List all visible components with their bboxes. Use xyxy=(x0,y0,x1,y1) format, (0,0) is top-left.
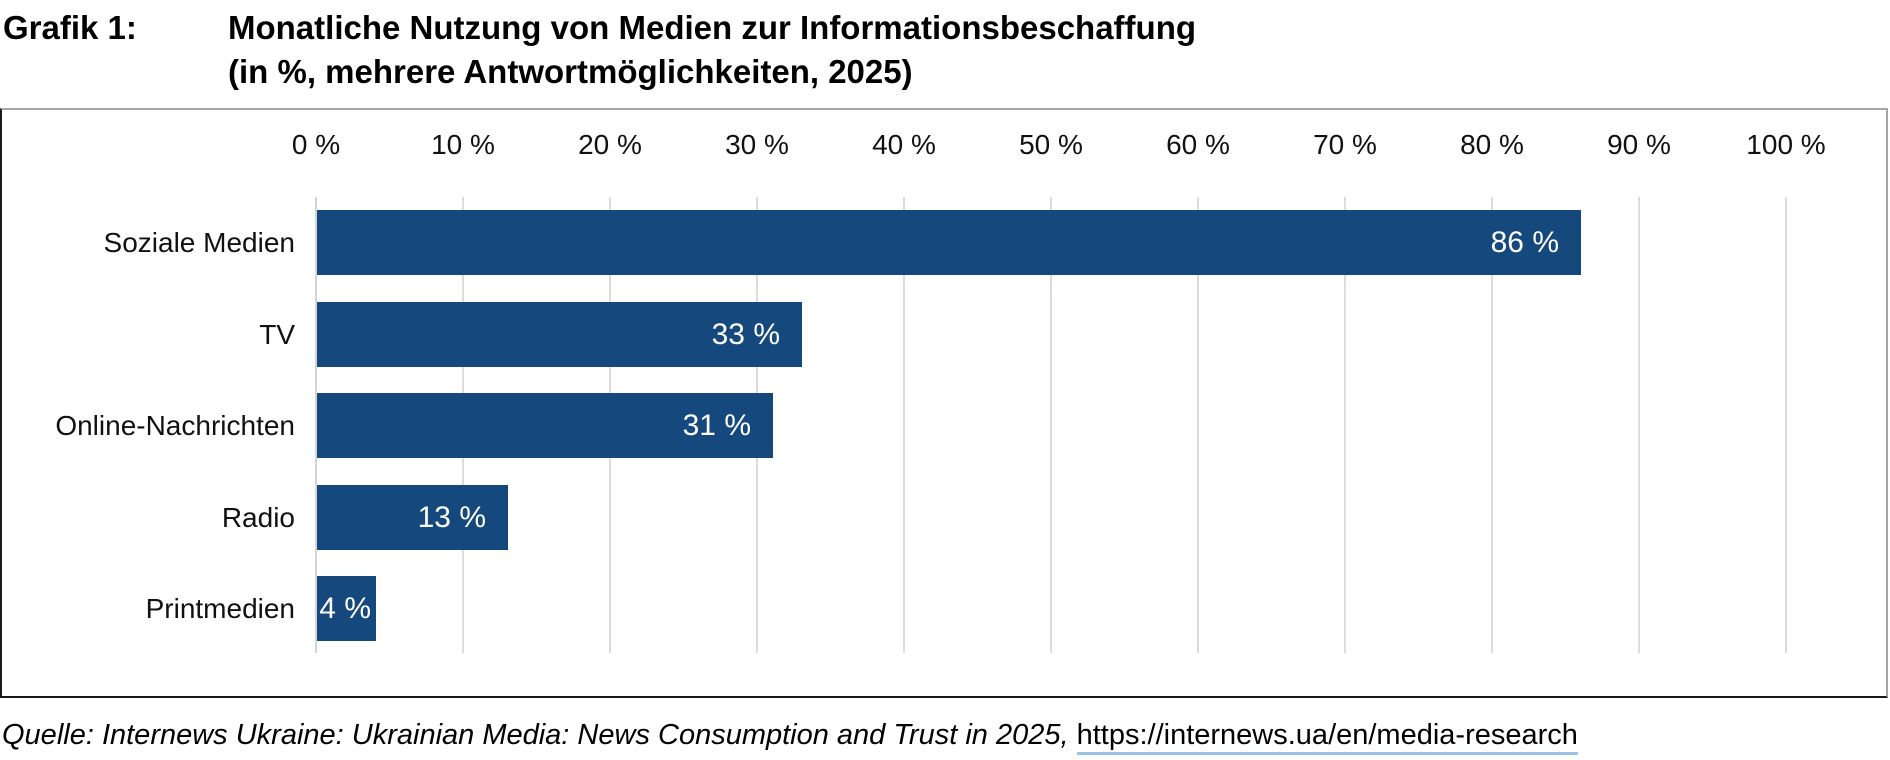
category-label: Radio xyxy=(221,501,295,533)
bar xyxy=(317,576,376,641)
chart-title-line2: (in %, mehrere Antwortmöglichkeiten, 202… xyxy=(228,53,913,90)
gridline xyxy=(1050,197,1052,653)
bar-value-label: 86 % xyxy=(1490,226,1559,259)
gridline xyxy=(903,197,905,653)
x-tick-label: 70 % xyxy=(1313,129,1377,160)
bar xyxy=(317,210,1581,275)
chart-title: Monatliche Nutzung von Medien zur Inform… xyxy=(228,6,1196,94)
axis-line xyxy=(315,197,317,653)
x-tick-label: 50 % xyxy=(1019,129,1083,160)
x-tick-label: 100 % xyxy=(1746,129,1826,160)
bar-value-label: 31 % xyxy=(682,409,751,442)
x-tick-label: 60 % xyxy=(1166,129,1230,160)
gridline xyxy=(1344,197,1346,653)
source-link[interactable]: https://internews.ua/en/media-research xyxy=(1076,719,1578,755)
gridline xyxy=(1638,197,1640,653)
bar xyxy=(317,484,508,550)
x-tick-label: 10 % xyxy=(431,129,495,160)
category-label: Online-Nachrichten xyxy=(55,410,295,441)
source-text: Quelle: Internews Ukraine: Ukrainian Med… xyxy=(2,719,1069,751)
chart-label-prefix: Grafik 1: xyxy=(3,9,137,46)
bar-value-label: 4 % xyxy=(319,592,371,625)
category-label: Soziale Medien xyxy=(103,227,295,258)
bar-value-label: 13 % xyxy=(417,500,486,534)
x-tick-label: 90 % xyxy=(1607,129,1671,160)
chart-frame: 0 % 10 % 20 % 30 % 40 % 50 % 60 % 70 % 80 % 90 % 1… xyxy=(0,108,1888,698)
category-label: TV xyxy=(259,318,295,350)
gridline xyxy=(1785,197,1787,653)
x-tick-label: 0 % xyxy=(291,129,341,160)
bar xyxy=(317,393,773,458)
bar xyxy=(317,301,802,367)
gridline xyxy=(1197,197,1199,653)
x-tick-label: 20 % xyxy=(578,129,642,160)
x-tick-label: 40 % xyxy=(872,129,936,160)
chart-title-line1: Monatliche Nutzung von Medien zur Inform… xyxy=(228,9,1197,46)
x-tick-label: 30 % xyxy=(725,129,789,160)
source-line: Quelle: Internews Ukraine: Ukrainian Med… xyxy=(2,716,1578,755)
x-tick-label: 80 % xyxy=(1460,129,1524,160)
bar-value-label: 33 % xyxy=(711,317,780,351)
category-label: Printmedien xyxy=(145,593,295,624)
gridline xyxy=(1491,197,1493,653)
